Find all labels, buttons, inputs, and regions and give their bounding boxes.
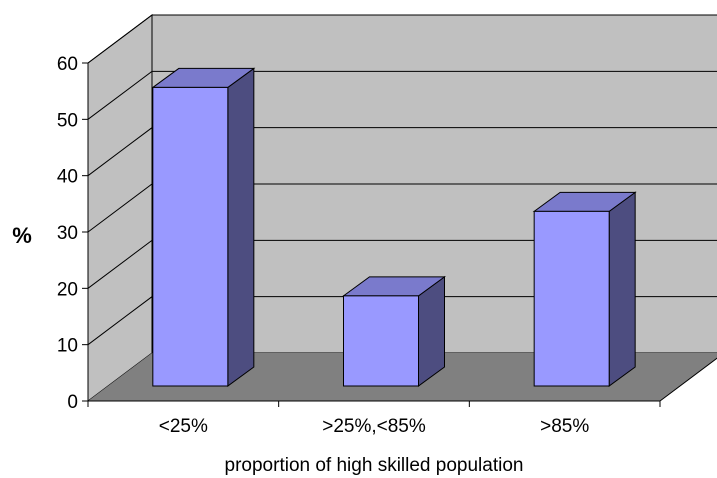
gridline [87,127,717,177]
gridline [87,239,717,289]
y-tick-labels: 0 10 20 30 40 50 60 [57,54,78,413]
y-tick-label: 0 [67,392,78,413]
y-tick-label: 30 [57,223,78,244]
x-tick-label: >85% [540,416,589,437]
gridline [87,183,717,233]
bars [151,67,637,387]
bar-side-face [227,67,255,387]
gridline [87,70,717,120]
bar-front-face [152,86,229,387]
bar-side-face [608,191,636,387]
bar [151,67,256,387]
x-tick-label: >25%,<85% [322,416,426,437]
gridline [87,14,717,64]
bar-front-face [533,210,610,387]
floor-edge-line [659,357,717,402]
x-tick-label: <25% [159,416,208,437]
x-axis-title: proportion of high skilled population [225,455,524,476]
y-axis-title: % [12,223,32,248]
bar-front-face [343,295,419,387]
axes [82,62,717,407]
y-tick-label: 40 [57,167,78,188]
gridline [87,296,717,346]
y-tick-label: 60 [57,54,78,75]
x-tick-labels: <25% >25%,<85% >85% [159,416,590,437]
y-tick-label: 20 [57,279,78,300]
y-tick-label: 50 [57,110,78,131]
bar [532,191,637,387]
gridlines [87,14,717,346]
bar [341,275,447,387]
y-tick-label: 10 [57,336,78,357]
